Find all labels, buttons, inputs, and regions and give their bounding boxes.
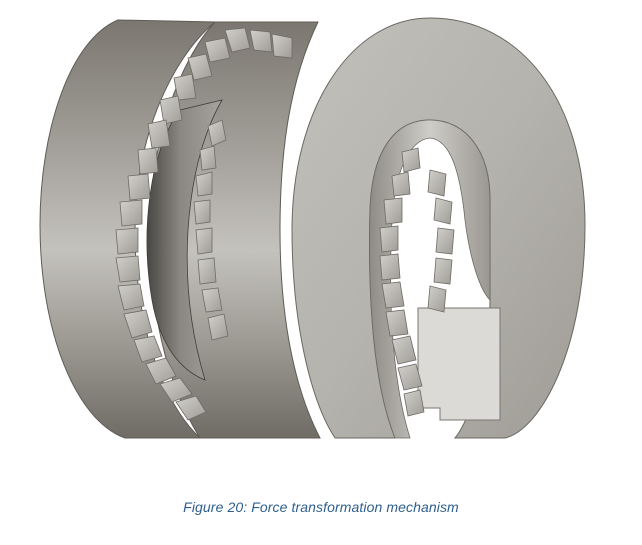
figure-caption: Figure 20: Force transformation mechanis…	[183, 499, 459, 515]
right-ring	[291, 17, 586, 439]
mechanism-render	[39, 17, 586, 439]
right-tooth-ring	[379, 147, 455, 417]
left-tooth-ring	[115, 27, 293, 421]
